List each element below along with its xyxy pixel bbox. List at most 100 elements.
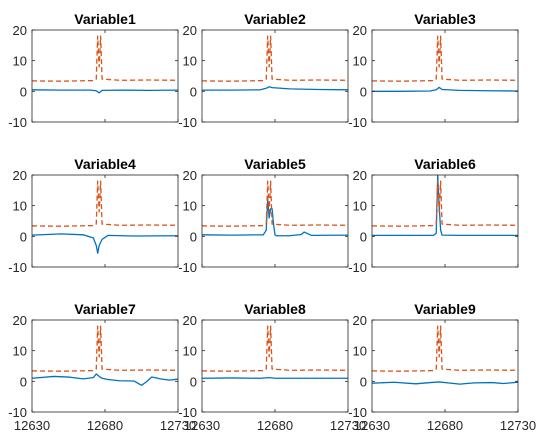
series-solid-line — [32, 233, 178, 254]
series-solid-line — [32, 89, 178, 94]
y-tick-label: 0 — [190, 374, 197, 389]
series-solid-line — [372, 381, 518, 385]
subplot-title: Variable8 — [244, 301, 306, 317]
y-tick-label: 10 — [13, 199, 27, 214]
plot-area — [372, 30, 518, 122]
subplot-title: Variable4 — [74, 156, 136, 172]
y-tick-label: 0 — [20, 84, 27, 99]
x-tick-label: 12730 — [160, 418, 196, 433]
plot-area — [202, 175, 348, 267]
y-tick-label: 10 — [183, 344, 197, 359]
series-dashed-line — [32, 325, 178, 372]
x-tick-label: 12680 — [427, 418, 463, 433]
y-tick-label: -10 — [8, 405, 27, 420]
series-dashed-line — [202, 325, 348, 372]
plot-area — [372, 320, 518, 412]
series-group — [202, 325, 348, 379]
y-tick-label: 10 — [183, 199, 197, 214]
plot-area — [202, 320, 348, 412]
y-tick-label: 20 — [353, 168, 367, 183]
y-tick-label: 20 — [13, 168, 27, 183]
series-group — [202, 35, 348, 91]
series-group — [372, 325, 518, 385]
series-group — [372, 174, 518, 237]
x-tick-label: 12730 — [330, 418, 366, 433]
x-tick-label: 12630 — [14, 418, 50, 433]
series-group — [202, 180, 348, 237]
y-tick-label: 20 — [183, 168, 197, 183]
y-tick-label: 0 — [360, 229, 367, 244]
series-group — [32, 180, 178, 254]
subplot-title: Variable7 — [74, 301, 136, 317]
series-dashed-line — [202, 35, 348, 82]
series-solid-line — [372, 86, 518, 92]
y-tick-label: -10 — [178, 260, 197, 275]
plot-area — [32, 320, 178, 412]
y-tick-label: 10 — [183, 54, 197, 69]
y-tick-label: 0 — [190, 229, 197, 244]
subplot-title: Variable9 — [414, 301, 476, 317]
y-tick-label: -10 — [8, 115, 27, 130]
series-solid-line — [202, 198, 348, 237]
series-solid-line — [202, 376, 348, 379]
y-tick-label: 20 — [13, 313, 27, 328]
y-tick-label: 20 — [353, 23, 367, 38]
y-tick-label: 0 — [360, 374, 367, 389]
x-tick-label: 12730 — [500, 418, 536, 433]
plot-area — [32, 175, 178, 267]
y-tick-label: 20 — [353, 313, 367, 328]
y-tick-label: 0 — [190, 84, 197, 99]
y-tick-label: 0 — [360, 84, 367, 99]
subplot-1: -10 0 10 20 Variable1 — [8, 11, 179, 130]
x-tick-label: 12630 — [184, 418, 220, 433]
y-tick-label: 10 — [353, 344, 367, 359]
subplot-2: -10 0 10 20 Variable2 — [178, 11, 349, 130]
x-tick-label: 12630 — [354, 418, 390, 433]
series-group — [372, 35, 518, 92]
series-dashed-line — [32, 180, 178, 227]
series-solid-line — [32, 373, 178, 386]
y-tick-label: -10 — [8, 260, 27, 275]
subplot-title: Variable3 — [414, 11, 476, 27]
y-tick-label: 20 — [13, 23, 27, 38]
subplot-3: -10 0 10 20 Variable3 — [348, 11, 519, 130]
y-tick-label: 20 — [183, 313, 197, 328]
series-dashed-line — [372, 325, 518, 372]
subplot-title: Variable1 — [74, 11, 136, 27]
y-tick-label: 10 — [13, 344, 27, 359]
y-tick-label: -10 — [348, 260, 367, 275]
subplot-6: -10 0 10 20 Variable6 — [348, 156, 519, 275]
plot-area — [202, 30, 348, 122]
subplot-title: Variable5 — [244, 156, 306, 172]
subplot-8: -10 0 10 20 12630 12680 12730 Variable8 — [178, 301, 366, 433]
series-group — [32, 325, 178, 386]
subplot-5: -10 0 10 20 Variable5 — [178, 156, 349, 275]
y-tick-label: -10 — [348, 115, 367, 130]
series-dashed-line — [372, 35, 518, 82]
series-dashed-line — [202, 180, 348, 227]
y-tick-label: 0 — [20, 229, 27, 244]
y-tick-label: 10 — [13, 54, 27, 69]
y-tick-label: -10 — [348, 405, 367, 420]
x-tick-label: 12680 — [257, 418, 293, 433]
y-tick-label: 10 — [353, 54, 367, 69]
subplot-7: -10 0 10 20 12630 12680 12730 Variable7 — [8, 301, 196, 433]
x-tick-label: 12680 — [87, 418, 123, 433]
y-tick-label: 0 — [20, 374, 27, 389]
series-dashed-line — [372, 180, 518, 227]
series-dashed-line — [32, 35, 178, 82]
y-tick-label: 10 — [353, 199, 367, 214]
y-tick-label: -10 — [178, 115, 197, 130]
subplot-title: Variable2 — [244, 11, 306, 27]
series-solid-line — [202, 86, 348, 91]
y-tick-label: -10 — [178, 405, 197, 420]
subplot-4: -10 0 10 20 Variable4 — [8, 156, 179, 275]
plot-area — [32, 30, 178, 122]
subplot-title: Variable6 — [414, 156, 476, 172]
series-group — [32, 35, 178, 94]
y-tick-label: 20 — [183, 23, 197, 38]
plot-area — [372, 175, 518, 267]
subplot-9: -10 0 10 20 12630 12680 12730 Variable9 — [348, 301, 536, 433]
